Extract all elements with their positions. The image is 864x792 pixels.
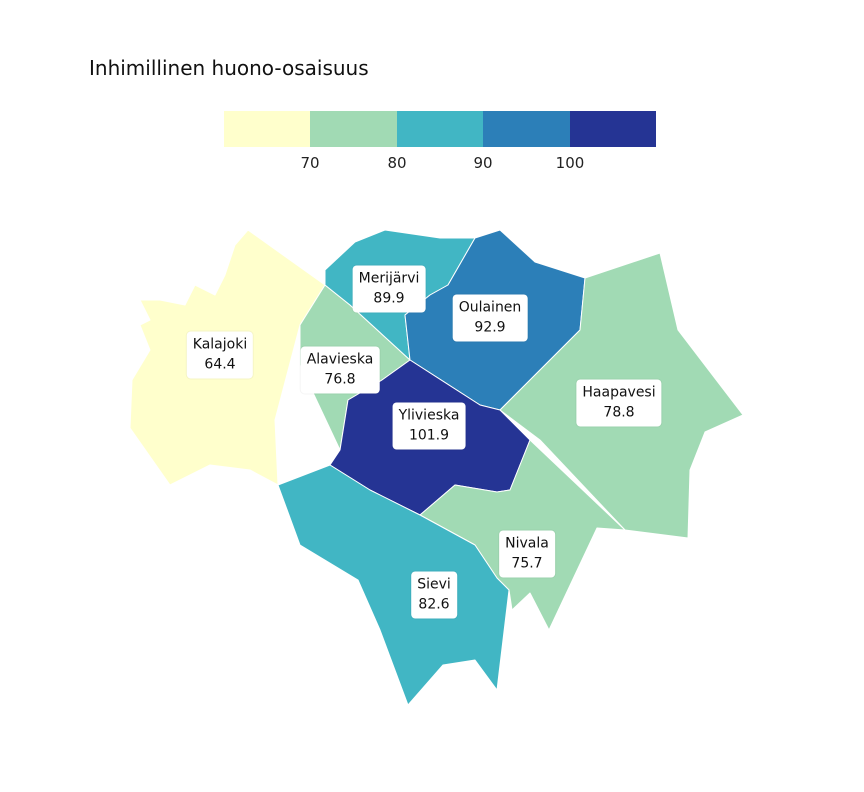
legend-tick-90: 90 — [473, 154, 493, 172]
label-oulainen-name: Oulainen — [458, 299, 522, 316]
legend-swatch-4 — [483, 111, 570, 147]
label-nivala-value: 75.7 — [511, 555, 543, 572]
label-sievi-value: 82.6 — [418, 596, 450, 613]
label-haapavesi: Haapavesi 78.8 — [576, 379, 662, 427]
label-merijarvi-name: Merijärvi — [358, 270, 420, 287]
color-legend — [224, 111, 657, 147]
label-ylivieska-value: 101.9 — [408, 427, 450, 444]
label-oulainen: Oulainen 92.9 — [452, 294, 528, 342]
label-oulainen-value: 92.9 — [474, 319, 506, 336]
label-kalajoki-name: Kalajoki — [192, 336, 248, 353]
legend-tick-70: 70 — [300, 154, 320, 172]
legend-tick-100: 100 — [555, 154, 585, 172]
label-alavieska-value: 76.8 — [324, 371, 356, 388]
legend-swatch-1 — [224, 111, 311, 147]
legend-swatch-5 — [569, 111, 657, 147]
label-nivala-name: Nivala — [505, 535, 549, 552]
label-kalajoki-value: 64.4 — [204, 356, 236, 373]
label-ylivieska: Ylivieska 101.9 — [392, 402, 466, 450]
legend-swatch-3 — [396, 111, 484, 147]
legend-swatch-2 — [310, 111, 397, 147]
label-sievi: Sievi 82.6 — [411, 571, 457, 619]
label-kalajoki: Kalajoki 64.4 — [186, 331, 254, 379]
map-title: Inhimillinen huono-osaisuus — [89, 56, 369, 80]
label-ylivieska-name: Ylivieska — [398, 407, 460, 424]
label-alavieska: Alavieska 76.8 — [300, 346, 380, 394]
label-merijarvi: Merijärvi 89.9 — [352, 265, 426, 313]
label-alavieska-name: Alavieska — [306, 351, 374, 368]
label-haapavesi-name: Haapavesi — [582, 384, 656, 401]
label-merijarvi-value: 89.9 — [373, 290, 405, 307]
legend-tick-80: 80 — [387, 154, 407, 172]
label-haapavesi-value: 78.8 — [603, 404, 635, 421]
label-nivala: Nivala 75.7 — [499, 530, 555, 578]
region-sievi[interactable] — [277, 464, 510, 706]
label-sievi-name: Sievi — [417, 576, 451, 593]
